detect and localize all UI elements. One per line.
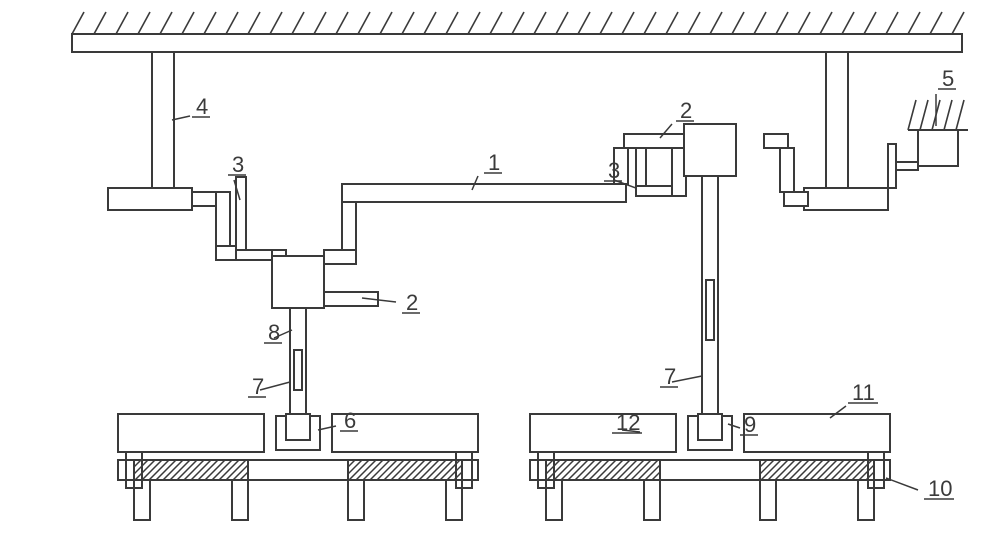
table-right-block-1 <box>744 414 890 452</box>
label-3: 3 <box>232 152 244 177</box>
crank-left-arm <box>216 192 230 246</box>
table-right-block-0 <box>530 414 676 452</box>
label-7: 7 <box>252 374 264 399</box>
label-4: 4 <box>196 94 208 119</box>
rod-right-inner <box>706 280 714 340</box>
label-2: 2 <box>406 290 418 315</box>
motor-shaft-horizontal <box>896 162 918 170</box>
table-right-leg-1 <box>644 480 660 520</box>
label-9: 9 <box>744 412 756 437</box>
support-left-base <box>108 188 192 210</box>
table-left-block-0 <box>118 414 264 452</box>
bar-1 <box>342 184 626 202</box>
crank-left-hub <box>192 192 216 206</box>
table-right-leg-3 <box>858 480 874 520</box>
slider-block-left <box>272 256 324 308</box>
table-left-leg-2 <box>348 480 364 520</box>
motor-body <box>918 130 958 166</box>
top-beam <box>72 34 962 52</box>
support-left-post <box>152 52 174 188</box>
support-right-base <box>804 188 888 210</box>
label-7: 7 <box>664 364 676 389</box>
label-5: 5 <box>942 66 954 91</box>
leader-10 <box>886 478 918 490</box>
table-left-leg-3 <box>446 480 462 520</box>
label-12: 12 <box>616 410 640 435</box>
crank-right-arm <box>780 148 794 192</box>
table-left-leg-1 <box>232 480 248 520</box>
label-11: 11 <box>852 380 875 405</box>
label-1: 1 <box>488 150 500 175</box>
crank-right-hub <box>784 192 808 206</box>
rod-left-inner <box>294 350 302 390</box>
support-right-post <box>826 52 848 188</box>
label-10: 10 <box>928 476 952 501</box>
crank-right-pin <box>764 134 788 148</box>
slider-block-right <box>684 124 736 176</box>
label-6: 6 <box>344 408 356 433</box>
leader-7 <box>260 382 290 390</box>
mechanical-diagram: 1 4 5 6 8 9 10 11 12 2 2 3 3 7 7 <box>0 0 1000 545</box>
table-right-leg-2 <box>760 480 776 520</box>
label-8: 8 <box>268 320 280 345</box>
label-3: 3 <box>608 158 620 183</box>
leader-7 <box>672 376 702 382</box>
label-2: 2 <box>680 98 692 123</box>
motor-shaft-vertical <box>888 144 896 188</box>
